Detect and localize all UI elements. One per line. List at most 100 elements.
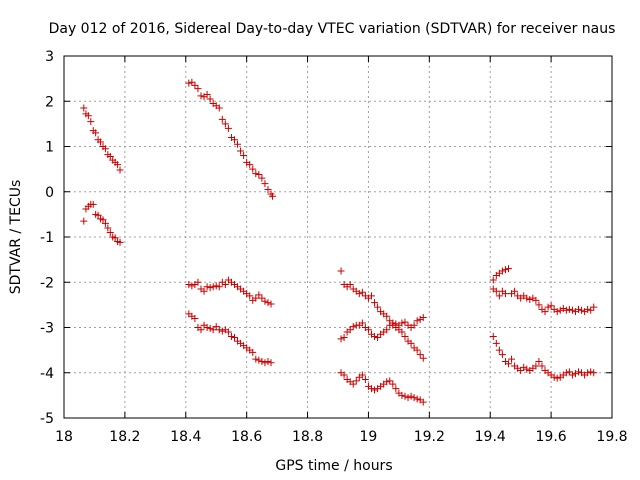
data-point — [264, 185, 272, 193]
data-point — [361, 376, 369, 384]
data-point — [413, 395, 421, 403]
data-point — [565, 305, 573, 313]
data-point — [401, 392, 409, 400]
data-point — [240, 152, 248, 160]
series-seg2 — [80, 200, 124, 246]
data-point — [374, 333, 382, 341]
data-point — [383, 378, 391, 386]
data-point — [398, 319, 406, 327]
data-point — [565, 368, 573, 376]
data-point — [227, 333, 235, 341]
data-point — [392, 385, 400, 393]
data-point — [94, 211, 102, 219]
data-point — [355, 290, 363, 298]
data-point — [535, 357, 543, 365]
series-seg1 — [80, 104, 124, 174]
data-point — [371, 333, 379, 341]
data-point — [526, 295, 534, 303]
data-point — [212, 282, 220, 290]
series-seg9 — [489, 265, 598, 316]
data-point — [188, 282, 196, 290]
data-point — [221, 281, 229, 289]
data-point — [261, 180, 269, 188]
data-point — [553, 308, 561, 316]
data-point — [590, 303, 598, 311]
data-point — [249, 165, 257, 173]
x-tick-label: 18 — [55, 429, 73, 445]
data-point — [101, 219, 109, 227]
y-axis-label: SDTVAR / TECUs — [8, 180, 24, 295]
data-point — [413, 317, 421, 325]
data-point — [89, 200, 97, 208]
data-point — [398, 328, 406, 336]
data-point — [416, 351, 424, 359]
x-axis-label: GPS time / hours — [275, 458, 392, 474]
data-point — [80, 217, 88, 225]
data-points — [80, 78, 598, 406]
data-point — [246, 161, 254, 169]
data-point — [104, 224, 112, 232]
data-point — [252, 170, 260, 178]
data-point — [587, 306, 595, 314]
data-point — [230, 333, 238, 341]
data-point — [367, 292, 375, 300]
data-point — [401, 333, 409, 341]
chart-title: Day 012 of 2016, Sidereal Day-to-day VTE… — [49, 21, 616, 37]
data-point — [407, 392, 415, 400]
data-point — [203, 90, 211, 98]
data-point — [206, 284, 214, 292]
data-point — [261, 359, 269, 367]
data-point — [511, 287, 519, 295]
data-point — [209, 283, 217, 291]
data-point — [261, 297, 269, 305]
y-tick-label: -1 — [40, 230, 54, 246]
data-point — [489, 276, 497, 284]
data-point — [550, 373, 558, 381]
data-point — [523, 365, 531, 373]
data-point — [99, 216, 107, 224]
data-point — [538, 362, 546, 370]
data-point — [364, 326, 372, 334]
data-point — [258, 294, 266, 302]
x-tick-labels: 18 18.2 18.4 18.6 18.8 19 19.2 19.4 19.6 19.8 — [55, 429, 628, 445]
data-point — [492, 339, 500, 347]
data-point — [575, 305, 583, 313]
data-point — [106, 228, 114, 236]
data-point — [264, 357, 272, 365]
data-point — [562, 306, 570, 314]
data-point — [520, 363, 528, 371]
data-point — [215, 283, 223, 291]
data-point — [553, 374, 561, 382]
data-point — [389, 319, 397, 327]
data-point — [255, 356, 263, 364]
series-seg10 — [489, 285, 509, 300]
data-point — [349, 323, 357, 331]
data-point — [116, 166, 124, 174]
data-point — [97, 138, 105, 146]
x-tick-label: 19.4 — [475, 429, 506, 445]
data-point — [398, 391, 406, 399]
data-point — [224, 328, 232, 336]
data-point — [568, 371, 576, 379]
data-point — [111, 234, 119, 242]
data-point — [504, 360, 512, 368]
y-tick-label: -2 — [40, 275, 54, 291]
data-point — [346, 326, 354, 334]
data-point — [224, 124, 232, 132]
data-point — [392, 320, 400, 328]
x-tick-label: 19.2 — [414, 429, 445, 445]
data-point — [249, 348, 257, 356]
data-point — [358, 288, 366, 296]
data-point — [252, 294, 260, 302]
series-seg5 — [185, 310, 275, 367]
data-point — [508, 355, 516, 363]
data-point — [407, 339, 415, 347]
data-point — [87, 118, 95, 126]
y-tick-label: -5 — [40, 411, 54, 427]
series-seg6 — [337, 267, 427, 362]
y-tick-label: -4 — [40, 366, 54, 382]
data-point — [419, 354, 427, 362]
data-point — [584, 369, 592, 377]
data-point — [185, 281, 193, 289]
